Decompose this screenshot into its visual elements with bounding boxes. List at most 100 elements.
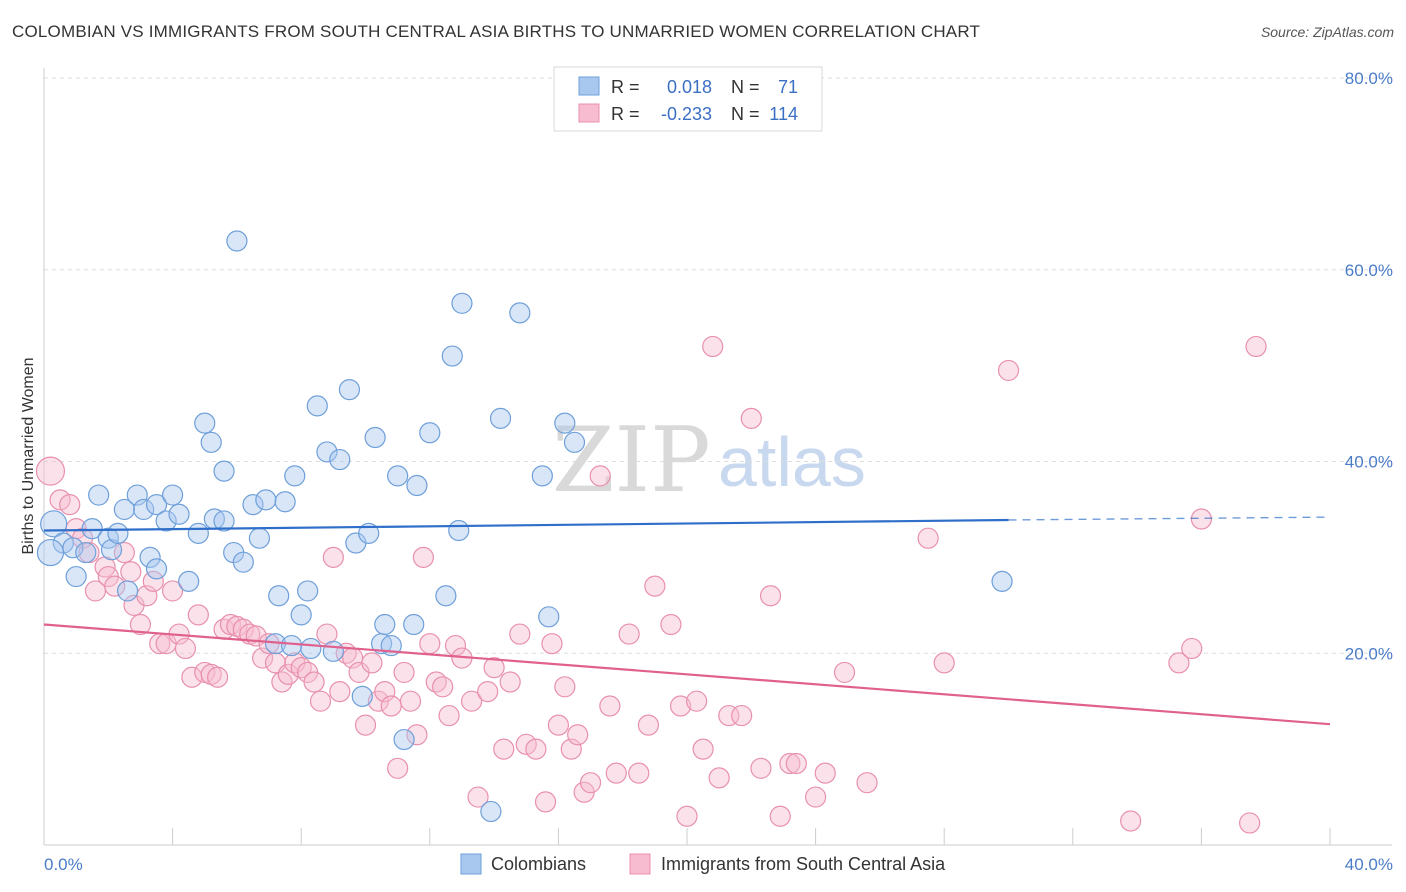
data-point-immigrants <box>1190 508 1213 530</box>
data-point-immigrants <box>493 738 515 760</box>
data-point-immigrants <box>676 805 698 827</box>
data-point-colombians <box>364 426 386 449</box>
series-colombians-points <box>36 230 1013 823</box>
data-point-colombians <box>139 546 161 568</box>
data-point-immigrants <box>997 359 1020 382</box>
data-point-immigrants <box>769 805 791 827</box>
data-point-immigrants <box>740 407 762 429</box>
data-point-colombians <box>991 570 1013 592</box>
data-point-immigrants <box>605 762 627 784</box>
data-point-immigrants <box>174 637 197 660</box>
data-point-immigrants <box>309 690 332 712</box>
data-point-immigrants <box>833 661 856 684</box>
data-point-colombians <box>145 494 168 516</box>
data-point-immigrants <box>432 676 454 698</box>
data-point-immigrants <box>380 695 402 717</box>
data-point-colombians <box>316 441 338 463</box>
legend-r-label-1: R = <box>611 77 640 97</box>
data-point-colombians <box>419 422 441 444</box>
data-point-immigrants <box>933 652 955 674</box>
data-point-colombians <box>274 491 296 513</box>
data-point-colombians <box>145 558 168 580</box>
data-point-immigrants <box>692 738 714 760</box>
data-point-immigrants <box>303 671 325 693</box>
data-point-colombians <box>232 551 254 573</box>
y-axis-label: Births to Unmarried Women <box>20 357 37 554</box>
data-point-colombians <box>268 585 290 607</box>
data-point-immigrants <box>708 767 730 789</box>
data-point-colombians <box>200 431 222 453</box>
data-point-colombians <box>538 606 560 628</box>
data-point-colombians <box>113 498 135 521</box>
legend-r-value-2: -0.233 <box>661 104 712 124</box>
data-point-colombians <box>255 489 277 511</box>
data-point-colombians <box>187 522 209 545</box>
x-tick-label-max: 40.0% <box>1345 855 1393 874</box>
data-point-colombians <box>75 541 97 564</box>
data-point-immigrants <box>120 561 142 583</box>
data-point-immigrants <box>1168 652 1190 674</box>
data-point-immigrants <box>393 661 415 684</box>
trend-line-colombians <box>43 518 1009 532</box>
data-point-immigrants <box>467 786 489 808</box>
data-point-immigrants <box>399 690 422 712</box>
data-point-immigrants <box>104 575 126 597</box>
legend-n-value-1: 71 <box>778 77 798 97</box>
data-point-immigrants <box>579 772 602 794</box>
y-tick-label: 20.0% <box>1345 644 1393 663</box>
data-point-immigrants <box>534 791 557 813</box>
data-point-colombians <box>248 527 271 549</box>
watermark-zip: ZIP <box>552 408 711 513</box>
series-immigrants-points <box>35 335 1267 834</box>
bottom-legend-swatch-colombians <box>460 853 482 875</box>
data-point-colombians <box>441 345 463 367</box>
data-point-immigrants <box>541 633 563 655</box>
data-point-immigrants <box>628 762 650 784</box>
data-point-colombians <box>489 407 512 429</box>
data-point-immigrants <box>1245 335 1267 358</box>
data-point-colombians <box>280 634 303 657</box>
data-point-colombians <box>554 412 576 434</box>
data-point-immigrants <box>49 489 71 511</box>
legend-swatch-immigrants <box>578 103 600 123</box>
data-point-immigrants <box>477 680 499 703</box>
data-point-colombians <box>387 465 409 487</box>
data-point-immigrants <box>525 738 547 760</box>
data-point-colombians <box>213 460 235 482</box>
data-point-immigrants <box>142 570 164 592</box>
y-tick-label: 60.0% <box>1345 261 1393 280</box>
data-point-immigrants <box>814 762 836 784</box>
data-point-immigrants <box>1239 812 1261 834</box>
data-point-immigrants <box>499 671 521 693</box>
data-point-colombians <box>213 510 235 532</box>
x-tick-label-min: 0.0% <box>44 855 83 874</box>
bottom-legend-label-immigrants: Immigrants from South Central Asia <box>661 854 946 874</box>
data-point-immigrants <box>438 704 460 727</box>
y-tick-label: 40.0% <box>1345 453 1393 472</box>
legend-n-label-2: N = <box>731 104 760 124</box>
legend-r-value-1: 0.018 <box>667 77 712 97</box>
trend-line-colombians-extension <box>1008 516 1331 521</box>
legend-n-value-2: 114 <box>769 104 798 124</box>
data-point-immigrants <box>718 704 740 727</box>
data-point-immigrants <box>618 623 640 645</box>
data-point-colombians <box>155 510 177 532</box>
data-point-immigrants <box>917 527 939 549</box>
data-point-immigrants <box>1120 810 1142 832</box>
data-point-immigrants <box>804 786 827 808</box>
data-point-immigrants <box>162 580 184 602</box>
y-tick-label: 80.0% <box>1345 69 1393 88</box>
data-point-immigrants <box>856 772 878 794</box>
data-point-immigrants <box>59 494 81 516</box>
data-point-immigrants <box>460 690 483 712</box>
legend-n-label-1: N = <box>731 77 760 97</box>
bottom-legend-swatch-immigrants <box>629 853 651 875</box>
data-point-colombians <box>88 484 110 506</box>
data-point-immigrants <box>779 752 801 775</box>
data-point-immigrants <box>589 465 611 487</box>
legend-swatch-colombians <box>578 76 600 96</box>
data-point-colombians <box>531 465 553 487</box>
data-point-colombians <box>290 604 312 626</box>
source-credit: Source: ZipAtlas.com <box>1260 24 1394 40</box>
